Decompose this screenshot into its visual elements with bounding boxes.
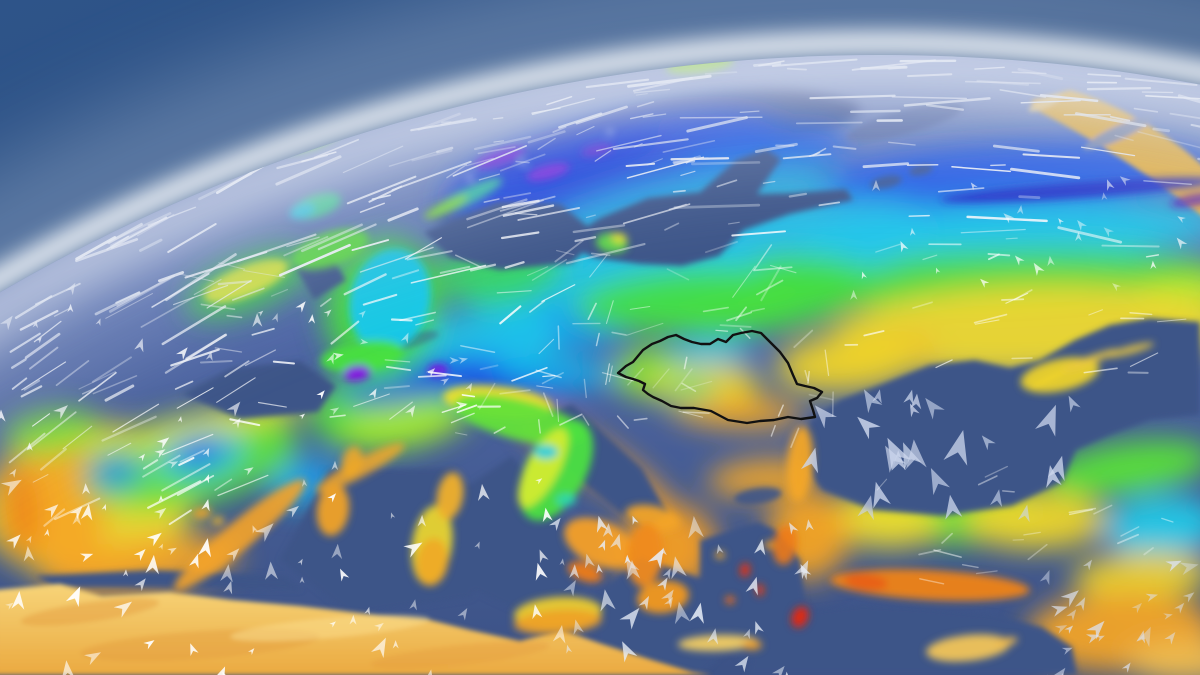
africa-dune-shadow-2 (370, 641, 550, 669)
wind-field-west-med-darts (0, 474, 566, 675)
wind-field-europe-wisps (454, 239, 834, 426)
limb-haze (0, 55, 1200, 675)
lake-ladoga (870, 175, 902, 189)
eastern-mediterranean (746, 604, 1077, 675)
wind-field-anatolia-darts (1029, 559, 1199, 675)
wind-field-ukraine-darts (850, 176, 1188, 300)
sea-of-marmara (734, 487, 782, 505)
bay-of-biscay (182, 361, 336, 419)
wind-field-channel-darts (323, 309, 473, 418)
wind-field-ukraine-streaks (844, 237, 1187, 374)
africa-dune-light (230, 614, 430, 642)
alboran-sea (35, 570, 302, 590)
baltic-sea (560, 149, 853, 266)
romania-border (616, 329, 824, 425)
wind-field-aegean-darts (549, 515, 814, 675)
atmosphere-glow (0, 0, 1200, 299)
wind-field-black-sea-darts (800, 389, 1081, 523)
globe-surface (0, 55, 1200, 675)
tyrrhenian-sea (452, 456, 588, 624)
black-sea (798, 318, 1200, 516)
wind-field-turkey-wisps (876, 465, 1174, 585)
